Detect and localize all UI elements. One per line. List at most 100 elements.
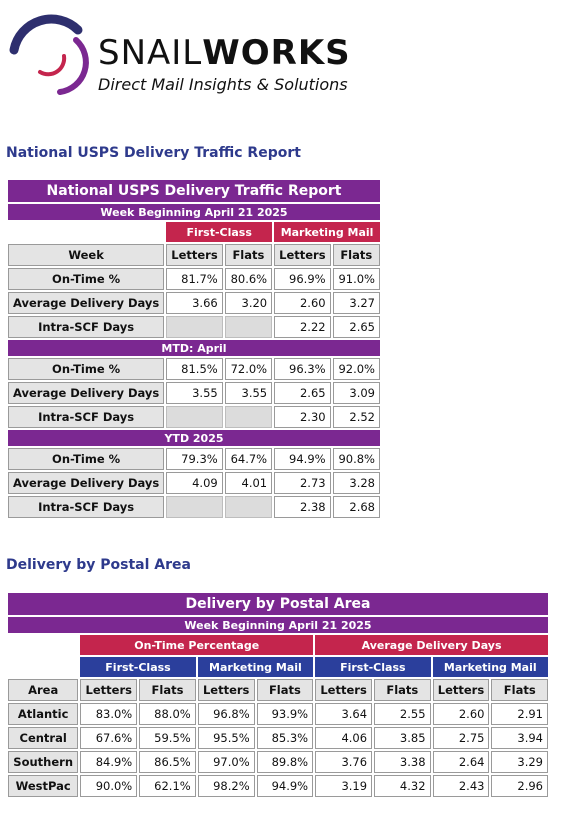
cell: 4.01 — [224, 472, 273, 494]
table-row: On-Time % 79.3% 64.7% 94.9% 90.8% — [8, 448, 380, 470]
col-header: Area — [8, 679, 79, 701]
cell: 3.55 — [224, 382, 273, 404]
empty-cell — [166, 496, 223, 518]
row-label: Central — [8, 727, 79, 749]
group-first-class: First-Class — [80, 657, 196, 677]
national-traffic-table: National USPS Delivery Traffic Report We… — [6, 178, 382, 520]
cell: 72.0% — [224, 358, 273, 380]
cell: 3.85 — [374, 727, 431, 749]
cell: 4.09 — [166, 472, 223, 494]
row-label: Average Delivery Days — [8, 382, 165, 404]
table-row: Average Delivery Days 3.55 3.55 2.65 3.0… — [8, 382, 380, 404]
cell: 2.52 — [332, 406, 380, 428]
cell: 91.0% — [332, 268, 380, 290]
cell: 59.5% — [139, 727, 196, 749]
cell: 2.30 — [274, 406, 331, 428]
cell: 3.19 — [315, 775, 373, 797]
cell: 81.7% — [166, 268, 223, 290]
cell: 2.38 — [274, 496, 331, 518]
table-row: Intra-SCF Days 2.22 2.65 — [8, 316, 380, 338]
cell: 64.7% — [224, 448, 273, 470]
row-label: Southern — [8, 751, 79, 773]
cell: 81.5% — [166, 358, 223, 380]
cell: 3.76 — [315, 751, 373, 773]
ytd-title: YTD 2025 — [8, 430, 380, 446]
col-header: Letters — [274, 244, 331, 266]
snail-swirl-icon — [9, 14, 89, 95]
cell: 83.0% — [80, 703, 138, 725]
brand-tagline: Direct Mail Insights & Solutions — [98, 75, 348, 94]
cell: 96.8% — [197, 703, 255, 725]
table-row: Southern 84.9% 86.5% 97.0% 89.8% 3.76 3.… — [8, 751, 548, 773]
row-label: Intra-SCF Days — [8, 406, 165, 428]
table-row: Average Delivery Days 3.66 3.20 2.60 3.2… — [8, 292, 380, 314]
empty-cell — [166, 316, 223, 338]
cell: 2.96 — [491, 775, 548, 797]
postal-title: Delivery by Postal Area — [8, 593, 548, 615]
table-row: Atlantic 83.0% 88.0% 96.8% 93.9% 3.64 2.… — [8, 703, 548, 725]
table-week: Week Beginning April 21 2025 — [8, 204, 380, 220]
cell: 92.0% — [332, 358, 380, 380]
group-first-class: First-Class — [166, 222, 273, 242]
cell: 95.5% — [197, 727, 255, 749]
empty-cell — [224, 316, 273, 338]
cell: 3.64 — [315, 703, 373, 725]
cell: 3.20 — [224, 292, 273, 314]
table-row: WestPac 90.0% 62.1% 98.2% 94.9% 3.19 4.3… — [8, 775, 548, 797]
cell: 96.9% — [274, 268, 331, 290]
group-marketing-mail: Marketing Mail — [197, 657, 314, 677]
group-first-class: First-Class — [315, 657, 431, 677]
cell: 4.32 — [374, 775, 431, 797]
cell: 3.28 — [332, 472, 380, 494]
cell: 90.8% — [332, 448, 380, 470]
col-header: Letters — [80, 679, 138, 701]
empty-cell — [224, 496, 273, 518]
row-label: On-Time % — [8, 358, 165, 380]
col-header: Flats — [374, 679, 431, 701]
cell: 85.3% — [256, 727, 314, 749]
row-label: Average Delivery Days — [8, 472, 165, 494]
brand-name-bold: WORKS — [202, 33, 351, 73]
cell: 2.64 — [432, 751, 490, 773]
table-row: Intra-SCF Days 2.38 2.68 — [8, 496, 380, 518]
cell: 2.73 — [274, 472, 331, 494]
snailworks-logo: SNAILWORKS Direct Mail Insights & Soluti… — [6, 10, 376, 100]
brand-name-light: SNAIL — [98, 33, 203, 73]
cell: 2.68 — [332, 496, 380, 518]
empty-cell — [166, 406, 223, 428]
table-row: On-Time % 81.7% 80.6% 96.9% 91.0% — [8, 268, 380, 290]
row-label: Intra-SCF Days — [8, 496, 165, 518]
cell: 79.3% — [166, 448, 223, 470]
col-header: Flats — [491, 679, 548, 701]
national-heading: National USPS Delivery Traffic Report — [6, 145, 301, 161]
row-label: WestPac — [8, 775, 79, 797]
col-header: Flats — [256, 679, 314, 701]
cell: 96.3% — [274, 358, 331, 380]
table-row: On-Time % 81.5% 72.0% 96.3% 92.0% — [8, 358, 380, 380]
cell: 2.60 — [432, 703, 490, 725]
col-header: Letters — [432, 679, 490, 701]
cell: 89.8% — [256, 751, 314, 773]
col-header: Flats — [332, 244, 380, 266]
row-label: Intra-SCF Days — [8, 316, 165, 338]
postal-heading: Delivery by Postal Area — [6, 557, 191, 573]
cell: 94.9% — [274, 448, 331, 470]
cell: 2.75 — [432, 727, 490, 749]
col-header: Flats — [224, 244, 273, 266]
cell: 88.0% — [139, 703, 196, 725]
group-marketing-mail: Marketing Mail — [274, 222, 380, 242]
col-header: Letters — [197, 679, 255, 701]
cell: 62.1% — [139, 775, 196, 797]
empty-cell — [224, 406, 273, 428]
row-label: On-Time % — [8, 448, 165, 470]
cell: 2.55 — [374, 703, 431, 725]
postal-week: Week Beginning April 21 2025 — [8, 617, 548, 633]
col-header: Letters — [315, 679, 373, 701]
cell: 90.0% — [80, 775, 138, 797]
mtd-title: MTD: April — [8, 340, 380, 356]
row-label: Average Delivery Days — [8, 292, 165, 314]
col-header: Flats — [139, 679, 196, 701]
cell: 67.6% — [80, 727, 138, 749]
cell: 3.94 — [491, 727, 548, 749]
cell: 3.66 — [166, 292, 223, 314]
